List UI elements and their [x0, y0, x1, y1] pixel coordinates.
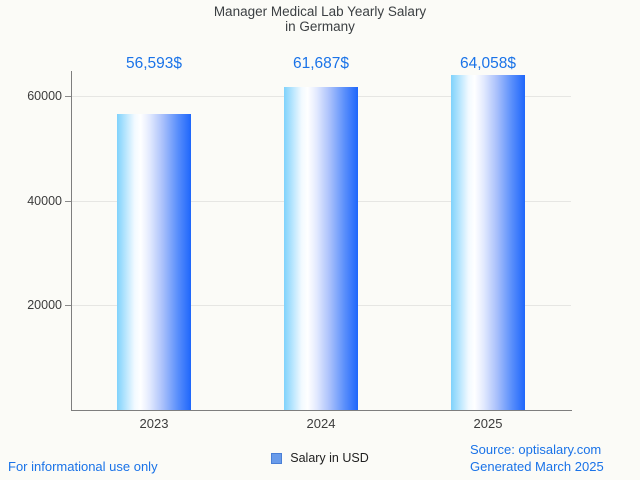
- legend-swatch-icon: [271, 452, 283, 464]
- chart-title-line1: Manager Medical Lab Yearly Salary: [213, 4, 427, 19]
- y-tickmark-40000: [65, 201, 71, 202]
- legend: Salary in USD: [0, 450, 640, 466]
- y-tickmark-20000: [65, 305, 71, 306]
- x-tick-label-2023: 2023: [139, 416, 169, 431]
- x-tick-label-2025: 2025: [473, 416, 503, 431]
- x-tick-label-2024: 2024: [306, 416, 336, 431]
- chart-title-line2: in Germany: [285, 18, 355, 34]
- bar-2025[interactable]: [451, 75, 525, 410]
- chart-title: Manager Medical Lab Yearly Salary in Ger…: [0, 4, 640, 34]
- generated-text: Generated March 2025: [470, 458, 604, 474]
- bar-2023[interactable]: [117, 114, 191, 410]
- bar-value-label-2023: 56,593$: [125, 55, 183, 72]
- legend-label: Salary in USD: [290, 451, 369, 465]
- disclaimer-text: For informational use only: [8, 459, 158, 474]
- y-axis-line: [71, 71, 72, 410]
- y-tick-label-60000: 60000: [27, 89, 62, 103]
- y-tick-label-40000: 40000: [27, 194, 62, 208]
- y-tickmark-60000: [65, 96, 71, 97]
- x-axis-line: [71, 410, 572, 411]
- y-tick-label-20000: 20000: [27, 298, 62, 312]
- bar-value-label-2024: 61,687$: [292, 55, 350, 72]
- bar-2024[interactable]: [284, 87, 358, 410]
- source-text: Source: optisalary.com: [470, 442, 602, 457]
- bar-value-label-2025: 64,058$: [459, 55, 517, 72]
- source-block: Source: optisalary.com Generated March 2…: [470, 442, 604, 475]
